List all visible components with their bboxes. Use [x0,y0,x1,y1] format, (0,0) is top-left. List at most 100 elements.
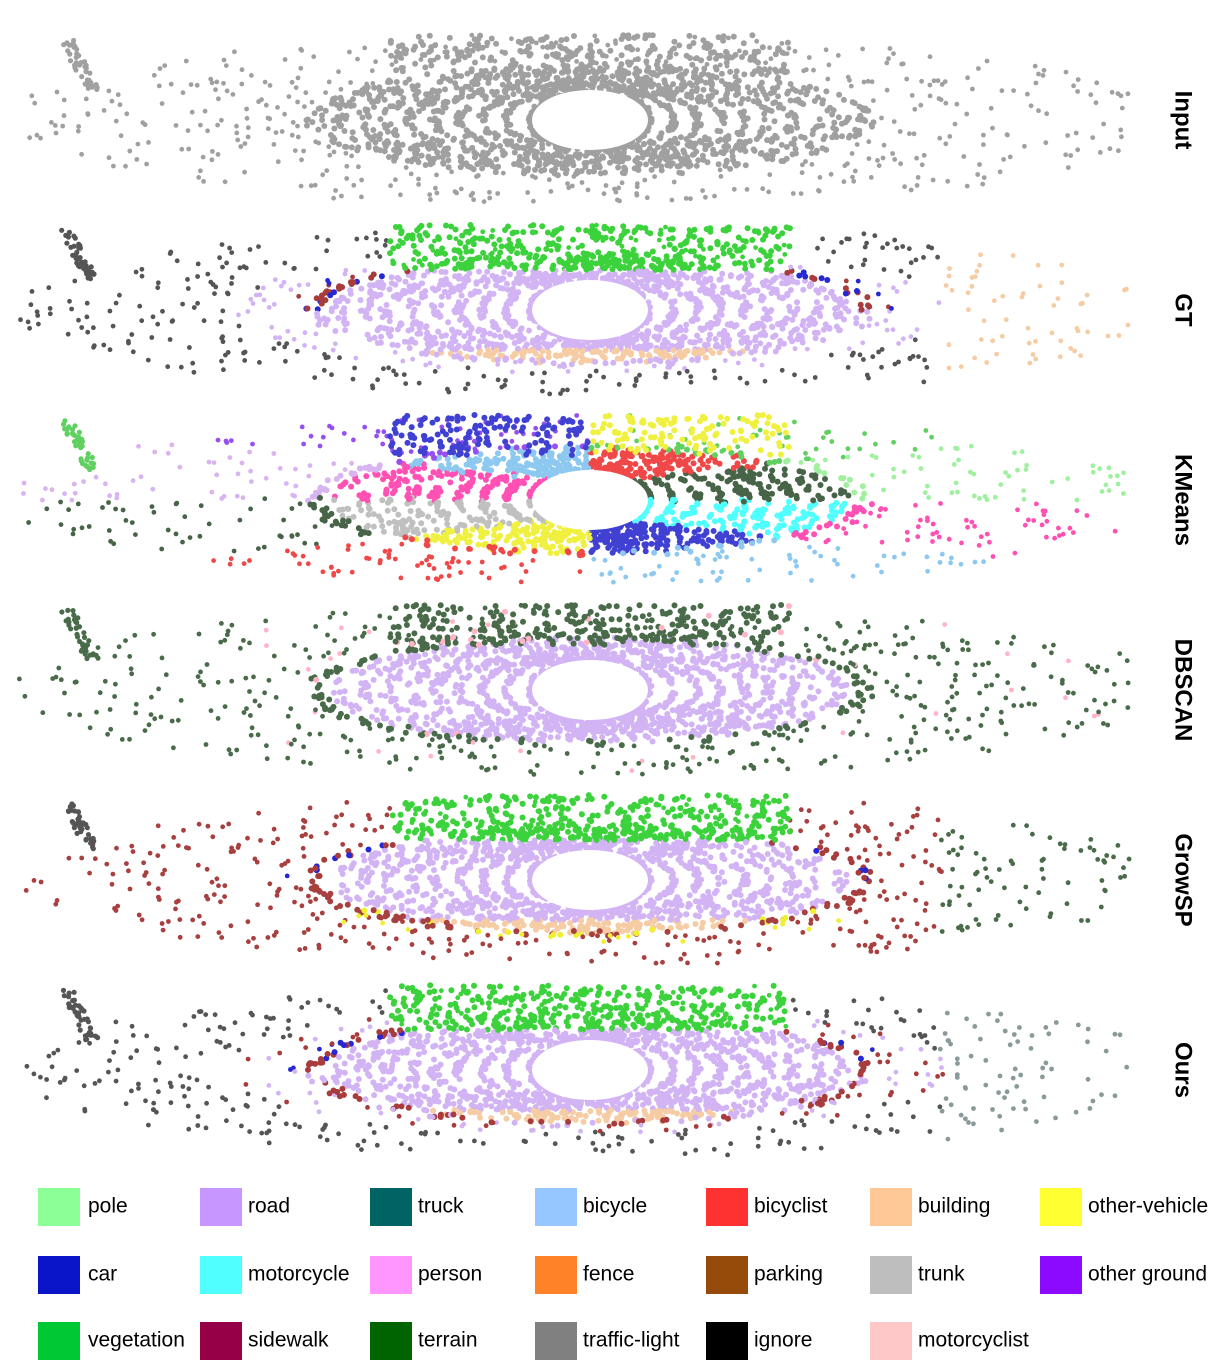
lidar-point [615,356,621,362]
lidar-point [682,262,688,268]
lidar-point [126,341,131,346]
lidar-point [714,75,720,81]
lidar-point [847,346,852,351]
lidar-point [723,135,729,141]
lidar-point [545,344,551,350]
lidar-point [378,340,384,346]
lidar-point [413,319,419,325]
lidar-point [914,156,919,161]
lidar-point [519,145,525,151]
lidar-point [837,327,843,333]
lidar-point [662,293,668,299]
lidar-point [756,257,762,263]
lidar-point [463,276,469,282]
lidar-point [540,84,546,90]
lidar-point [793,150,799,156]
lidar-point [509,36,514,41]
lidar-point [851,179,856,184]
lidar-point [85,330,90,335]
lidar-point [762,105,768,111]
lidar-point [480,236,486,242]
lidar-point [583,153,589,159]
lidar-point [342,321,348,327]
lidar-point [379,273,385,279]
lidar-point [342,327,348,333]
lidar-point [644,268,650,274]
lidar-point [762,332,768,338]
lidar-point [589,227,595,233]
lidar-point [811,310,817,316]
lidar-point [146,140,151,145]
lidar-point [303,90,308,95]
lidar-point [297,283,302,288]
lidar-point [428,361,433,366]
lidar-point [263,80,268,85]
lidar-point [246,309,251,314]
lidar-point [534,271,540,277]
lidar-point [423,134,429,140]
lidar-point [469,68,475,74]
lidar-point [282,280,287,285]
lidar-point [287,94,292,99]
lidar-point [626,143,632,149]
lidar-point [677,255,683,261]
lidar-point [671,313,677,319]
lidar-point [752,49,758,55]
lidar-point [642,225,648,231]
lidar-point [791,327,797,333]
lidar-point [587,43,593,49]
lidar-point [570,184,575,189]
lidar-point [387,318,393,324]
lidar-point [622,170,628,176]
lidar-point [1056,296,1061,301]
lidar-point [516,99,522,105]
lidar-point [78,246,83,251]
lidar-point [525,79,531,85]
lidar-point [762,153,768,159]
lidar-point [813,375,818,380]
lidar-point [558,37,564,43]
lidar-point [732,160,738,166]
lidar-point [540,472,546,478]
lidar-point [417,331,423,337]
lidar-point [707,265,713,271]
lidar-point [29,93,34,98]
lidar-point [667,365,672,370]
lidar-point [708,50,714,56]
lidar-point [922,153,927,158]
lidar-point [772,149,778,155]
lidar-point [198,168,203,173]
lidar-point [503,305,509,311]
lidar-point [373,147,379,153]
lidar-point [440,74,446,80]
lidar-point [89,264,94,269]
lidar-point [186,147,191,152]
lidar-point [479,71,485,77]
lidar-point [420,42,426,48]
lidar-point [769,56,774,61]
lidar-point [620,223,626,229]
lidar-point [389,280,395,286]
lidar-point [883,318,888,323]
lidar-point [827,63,832,68]
lidar-point [208,280,213,285]
lidar-point [329,101,335,107]
lidar-point [754,39,759,44]
lidar-point [181,90,186,95]
point-cloud [21,412,1126,585]
lidar-point [677,66,683,72]
lidar-point [421,293,427,299]
lidar-point [775,93,781,99]
lidar-point [1036,108,1041,113]
lidar-point [412,61,418,67]
lidar-point [813,287,819,293]
lidar-point [408,289,414,295]
lidar-point [846,135,852,141]
lidar-point [752,357,757,362]
lidar-point [530,371,535,376]
lidar-point [649,160,655,166]
lidar-point [273,335,278,340]
lidar-point [935,255,940,260]
lidar-point [947,366,952,371]
lidar-point [402,118,408,124]
